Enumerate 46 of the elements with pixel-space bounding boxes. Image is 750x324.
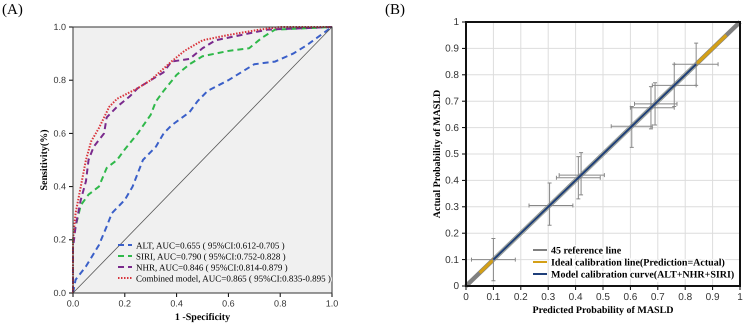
legend-label: SIRI, AUC=0.790 ( 95%CI:0.752-0.828 ): [136, 252, 286, 262]
x-tick-label: 0.4: [568, 292, 583, 304]
x-tick-label: 0.0: [66, 298, 80, 308]
x-tick-label: 1: [737, 292, 744, 304]
y-tick-label: 1: [453, 17, 460, 28]
y-tick-label: 0.9: [445, 44, 460, 55]
y-tick-label: 0.6: [53, 128, 66, 138]
x-tick-label: 0.2: [514, 292, 528, 304]
legend-label: NHR, AUC=0.846 ( 95%CI:0.814-0.879 ): [136, 262, 288, 272]
y-tick-label: 0.2: [53, 234, 66, 245]
y-tick-label: 0.4: [53, 181, 66, 192]
y-axis-title: Sensitivity(%): [39, 129, 50, 191]
y-tick-label: 0: [453, 281, 460, 292]
legend-label: Combined model, AUC=0.865 ( 95%CI:0.835-0.895 ): [136, 274, 331, 284]
x-tick-label: 0.4: [170, 298, 183, 308]
legend-label: 45 reference line: [551, 246, 622, 256]
legend-label: Ideal calibration line(Prediction=Actual): [551, 258, 725, 268]
x-axis-title: 1 -Specificity: [174, 312, 230, 323]
y-tick-label: 0.8: [53, 75, 66, 86]
y-tick-label: 0.1: [445, 254, 460, 266]
x-tick-label: 1.0: [326, 298, 338, 308]
x-tick-label: 0.9: [706, 292, 720, 304]
y-tick-label: 0.2: [445, 228, 460, 240]
y-tick-label: 0.4: [445, 176, 460, 187]
x-tick-label: 0.2: [118, 298, 132, 308]
x-tick-label: 0.6: [222, 298, 235, 308]
x-tick-label: 0.8: [678, 292, 693, 304]
y-axis-title: Actual Probability of MASLD: [432, 90, 443, 218]
y-tick-label: 0.3: [445, 202, 460, 213]
x-tick-label: 0.6: [623, 292, 638, 304]
y-tick-label: 0.6: [445, 122, 460, 134]
chart-title: (B): [385, 2, 405, 18]
legend-label: Model calibration curve(ALT+NHR+SIRI): [551, 270, 734, 280]
x-tick-label: 0.1: [486, 292, 501, 304]
y-tick-label: 0.7: [445, 96, 460, 108]
y-tick-label: 0.5: [445, 149, 460, 160]
x-tick-label: 0.5: [596, 292, 610, 304]
x-axis-title: Predicted Probability of MASLD: [532, 305, 674, 316]
x-tick-label: 0: [463, 292, 470, 304]
y-tick-label: 1.0: [53, 22, 66, 32]
x-tick-label: 0.7: [650, 292, 666, 304]
x-tick-label: 0.3: [541, 292, 556, 304]
y-tick-label: 0.8: [445, 70, 460, 81]
chart-title: (A): [2, 2, 23, 18]
x-tick-label: 0.8: [274, 298, 286, 308]
legend-label: ALT, AUC=0.655 ( 95%CI:0.612-0.705 ): [136, 240, 285, 250]
